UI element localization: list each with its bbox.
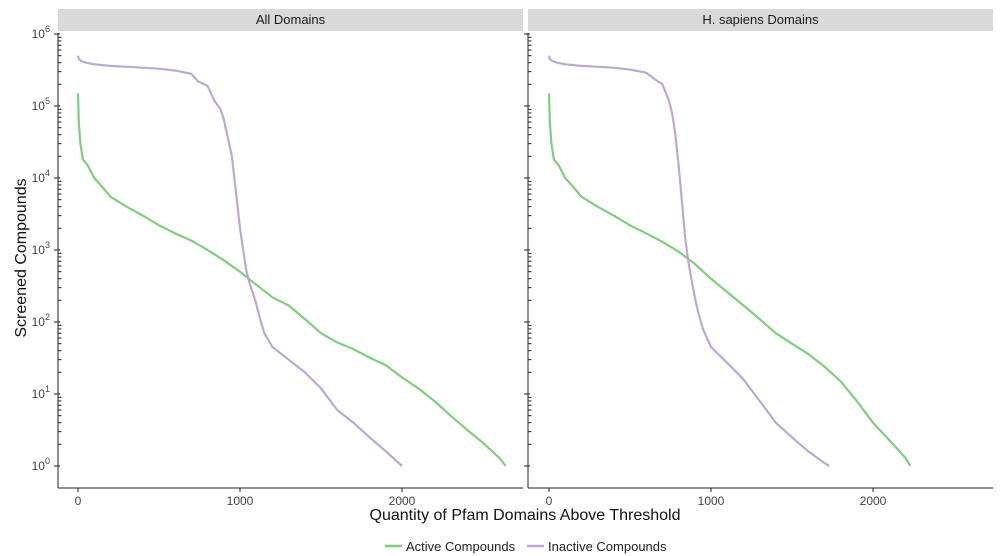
panel: All Domains 0 1000 2000: [54, 9, 523, 508]
series-line: [76, 55, 403, 467]
panel-strip: [58, 9, 523, 31]
y-axis-title: Screened Compounds: [13, 178, 30, 337]
y-tick-label: 101: [32, 384, 50, 401]
legend-label: Inactive Compounds: [548, 539, 667, 554]
y-tick-label: 106: [32, 24, 50, 41]
facet-panels: All Domains 0 1000 2000 H. sapiens Domains 0 1…: [54, 9, 993, 508]
legend: Active Compounds Inactive Compounds: [385, 539, 667, 554]
y-tick-label: 104: [32, 168, 50, 185]
y-tick-label: 105: [32, 96, 50, 113]
series-line: [547, 93, 912, 467]
panel-title: H. sapiens Domains: [702, 12, 819, 27]
x-tick-label: 2000: [860, 494, 887, 508]
panel-strip: [528, 9, 993, 31]
x-tick-label: 1000: [227, 494, 254, 508]
y-axis: 100 101 102 103 104 105 106: [32, 24, 50, 473]
series-line: [76, 93, 507, 467]
x-tick-label: 2000: [389, 494, 416, 508]
x-tick-label: 0: [75, 494, 82, 508]
x-tick-label: 0: [546, 494, 553, 508]
y-tick-label: 100: [32, 456, 50, 473]
panel: H. sapiens Domains 0 1000 2000: [524, 9, 993, 508]
x-axis-title: Quantity of Pfam Domains Above Threshold: [370, 507, 681, 524]
x-tick-label: 1000: [698, 494, 725, 508]
series-line: [547, 55, 830, 467]
legend-label: Active Compounds: [406, 539, 516, 554]
panel-title: All Domains: [256, 12, 326, 27]
y-tick-label: 102: [32, 312, 50, 329]
y-tick-label: 103: [32, 240, 50, 257]
